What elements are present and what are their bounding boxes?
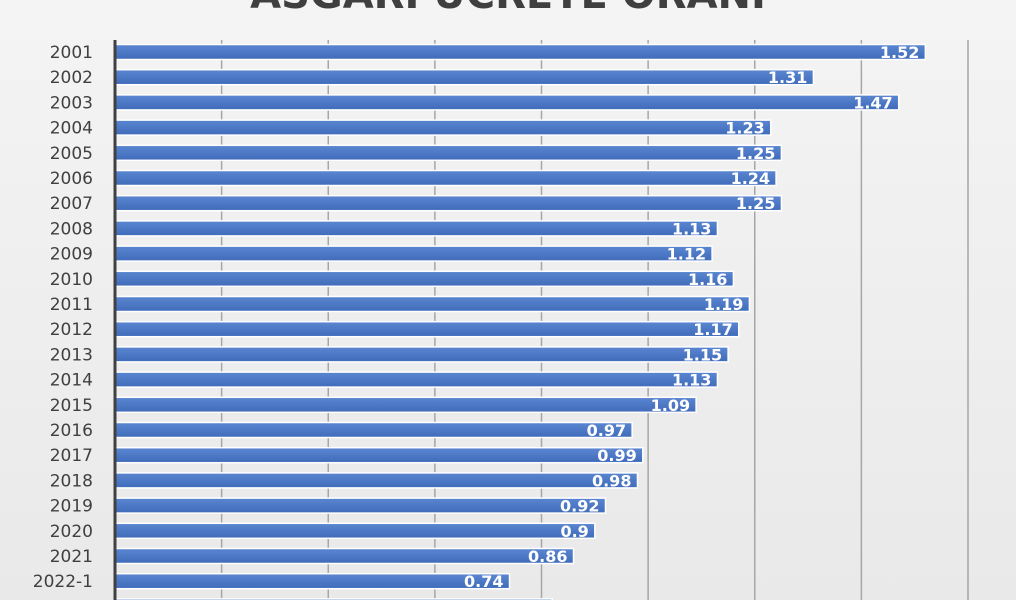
category-label: 2002 [50, 68, 93, 88]
data-label: 0.92 [560, 497, 599, 516]
data-label: 1.23 [725, 119, 764, 138]
data-label: 1.16 [688, 270, 727, 289]
bar [114, 119, 772, 136]
data-label: 1.13 [672, 371, 711, 390]
category-label: 2022-1 [33, 572, 93, 592]
bar [114, 472, 639, 489]
category-label: 2018 [50, 471, 93, 491]
bar [114, 547, 575, 565]
data-label: 1.24 [731, 169, 770, 188]
data-label: 1.52 [880, 43, 919, 62]
data-label: 1.12 [667, 245, 706, 264]
bar [114, 497, 607, 514]
bar [114, 446, 644, 464]
bar [114, 346, 729, 363]
bar [114, 68, 815, 86]
category-label: 2008 [50, 219, 93, 239]
category-label: 2004 [50, 119, 93, 139]
bar [114, 245, 713, 262]
chart-title: ASGARI ÜCRETE ORANI [250, 0, 766, 18]
category-label: 2021 [50, 547, 93, 567]
category-label: 2015 [50, 396, 93, 416]
bar [114, 43, 927, 61]
bar [114, 220, 719, 237]
category-label: 2022-2 [33, 597, 93, 600]
bar [114, 94, 900, 111]
data-label: 0.98 [592, 471, 631, 490]
category-label: 2017 [50, 446, 93, 466]
data-label: 1.19 [704, 295, 743, 314]
data-label: 1.17 [693, 320, 732, 339]
category-label: 2006 [50, 169, 93, 189]
bar [114, 598, 553, 600]
category-label: 2011 [50, 295, 93, 315]
bar [114, 522, 596, 540]
bars: 2001 1.52 2002 1.31 2003 1.47 2004 1.23 2005 1.25… [33, 43, 927, 600]
bar [114, 371, 719, 388]
data-label: 1.25 [736, 194, 775, 213]
data-label: 0.86 [528, 547, 567, 566]
bar [114, 320, 740, 338]
data-label: 1.31 [768, 68, 807, 87]
category-label: 2016 [50, 421, 93, 441]
category-label: 2001 [50, 43, 93, 63]
bar [114, 421, 633, 439]
category-label: 2005 [50, 144, 93, 164]
category-label: 2020 [50, 522, 93, 542]
category-label: 2007 [50, 194, 93, 214]
category-label: 2012 [50, 320, 93, 340]
data-label: 1.09 [651, 396, 690, 415]
category-label: 2009 [50, 245, 93, 265]
data-label: 0.97 [587, 421, 626, 440]
bar [114, 295, 751, 313]
bar [114, 270, 735, 288]
category-label: 2010 [50, 270, 93, 290]
bar [114, 194, 783, 212]
bar [114, 169, 777, 187]
data-label: 1.47 [853, 93, 892, 112]
category-label: 2003 [50, 93, 93, 113]
data-label: 0.9 [560, 522, 588, 541]
data-label: 0.99 [597, 446, 636, 465]
bar [114, 572, 511, 590]
category-label: 2019 [50, 497, 93, 517]
data-label: 1.13 [672, 219, 711, 238]
bar [114, 144, 783, 162]
data-label: 1.25 [736, 144, 775, 163]
category-label: 2013 [50, 345, 93, 365]
data-label: 0.74 [464, 572, 503, 591]
data-label: 1.15 [683, 345, 722, 364]
category-label: 2014 [50, 371, 93, 391]
bar [114, 396, 697, 414]
